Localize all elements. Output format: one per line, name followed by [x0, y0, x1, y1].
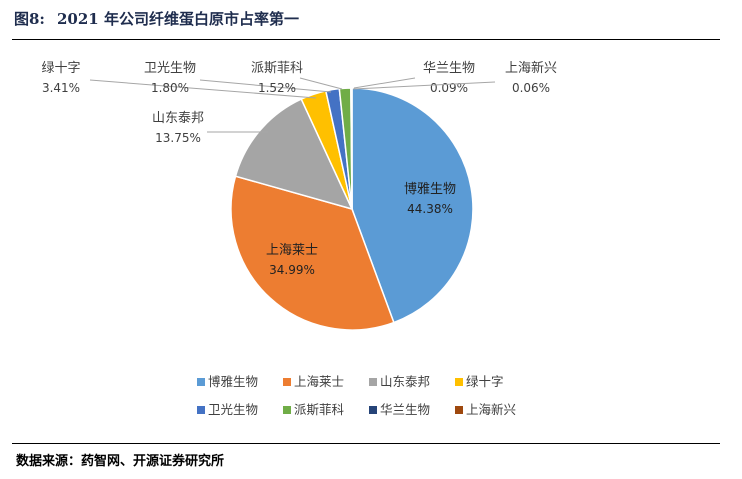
- bottom-rule: [12, 443, 720, 444]
- slice-name-label: 派斯菲科: [251, 61, 303, 76]
- legend-label: 上海莱士: [294, 374, 344, 389]
- legend-swatch: [283, 378, 291, 386]
- slice-value-label: 1.52%: [258, 81, 296, 95]
- legend-label: 山东泰邦: [380, 374, 430, 389]
- legend-swatch: [455, 406, 463, 414]
- leader-line: [299, 77, 343, 90]
- slice-value-label: 0.09%: [430, 81, 468, 95]
- slice-value-label: 34.99%: [269, 263, 315, 277]
- leader-line: [353, 77, 416, 89]
- pie-slice-1: [351, 87, 474, 324]
- slice-value-label: 13.75%: [155, 131, 201, 145]
- figure-title: 图8: 2021 年公司纤维蛋白原市占率第一: [14, 8, 299, 29]
- legend-swatch: [369, 378, 377, 386]
- legend-swatch: [283, 406, 291, 414]
- top-rule: [12, 39, 720, 40]
- slice-value-label: 1.80%: [151, 81, 189, 95]
- figure-title-text: 2021 年公司纤维蛋白原市占率第一: [56, 10, 299, 28]
- slice-value-label: 3.41%: [42, 81, 80, 95]
- source-note: 数据来源：药智网、开源证券研究所: [16, 454, 225, 469]
- pie-slice-3: [234, 98, 354, 211]
- legend-swatch: [369, 406, 377, 414]
- leader-line: [199, 79, 332, 93]
- legend-label: 绿十字: [466, 374, 504, 389]
- slice-name-label: 上海新兴: [505, 60, 557, 76]
- legend-label: 华兰生物: [380, 402, 430, 417]
- figure-number: 图8:: [14, 10, 45, 28]
- legend-swatch: [197, 406, 205, 414]
- legend-label: 卫光生物: [208, 402, 258, 417]
- slice-name-label: 华兰生物: [423, 61, 475, 76]
- slice-name-label: 山东泰邦: [152, 111, 204, 126]
- slice-value-label: 44.38%: [407, 202, 453, 216]
- legend-swatch: [455, 378, 463, 386]
- legend-swatch: [197, 378, 205, 386]
- legend-label: 上海新兴: [466, 402, 516, 417]
- legend-label: 博雅生物: [208, 374, 258, 389]
- legend-label: 派斯菲科: [294, 402, 345, 417]
- slice-name-label: 绿十字: [41, 61, 80, 76]
- leader-line: [352, 81, 496, 90]
- slice-name-label: 上海莱士: [266, 243, 318, 258]
- slice-name-label: 卫光生物: [144, 61, 196, 76]
- leader-line: [89, 79, 317, 99]
- slice-value-label: 0.06%: [512, 81, 550, 95]
- slice-name-label: 博雅生物: [404, 182, 456, 197]
- pie-slice-2: [230, 175, 395, 331]
